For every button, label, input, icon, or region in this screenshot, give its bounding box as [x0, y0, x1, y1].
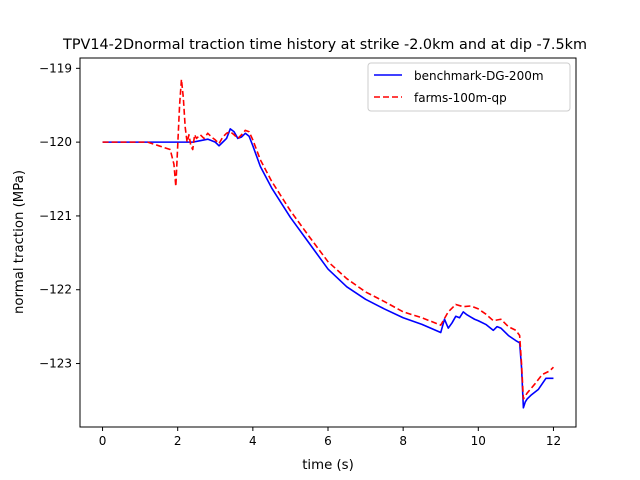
chart-title: TPV14-2Dnormal traction time history at … — [62, 37, 587, 53]
legend: benchmark-DG-200m farms-100m-qp — [367, 62, 571, 112]
y-tick-label: −121 — [39, 209, 72, 223]
y-tick-label: −119 — [39, 61, 72, 75]
series-line-farms — [102, 78, 555, 400]
y-axis-label: normal traction (MPa) — [12, 170, 27, 314]
series-line-benchmark — [102, 128, 554, 409]
plot-background — [80, 58, 576, 427]
y-tick-label: −120 — [39, 135, 72, 149]
x-tick-label: 6 — [324, 434, 332, 448]
x-axis-label: time (s) — [302, 458, 354, 473]
x-tick-label: 0 — [99, 434, 107, 448]
x-tick-label: 8 — [399, 434, 407, 448]
x-tick-label: 10 — [471, 434, 486, 448]
y-tick-label: −123 — [39, 357, 72, 371]
y-tick-label: −122 — [39, 283, 72, 297]
x-tick-label: 4 — [249, 434, 257, 448]
legend-label-benchmark: benchmark-DG-200m — [414, 69, 544, 83]
x-tick-label: 2 — [174, 434, 182, 448]
x-tick-label: 12 — [546, 434, 561, 448]
series-layer — [102, 78, 555, 409]
plot-area — [80, 58, 576, 427]
y-axis: −119 −120 −121 −122 −123 — [39, 61, 80, 371]
legend-frame — [367, 62, 571, 112]
x-axis: 0 2 4 6 8 10 12 — [99, 427, 561, 448]
legend-label-farms: farms-100m-qp — [414, 91, 507, 105]
